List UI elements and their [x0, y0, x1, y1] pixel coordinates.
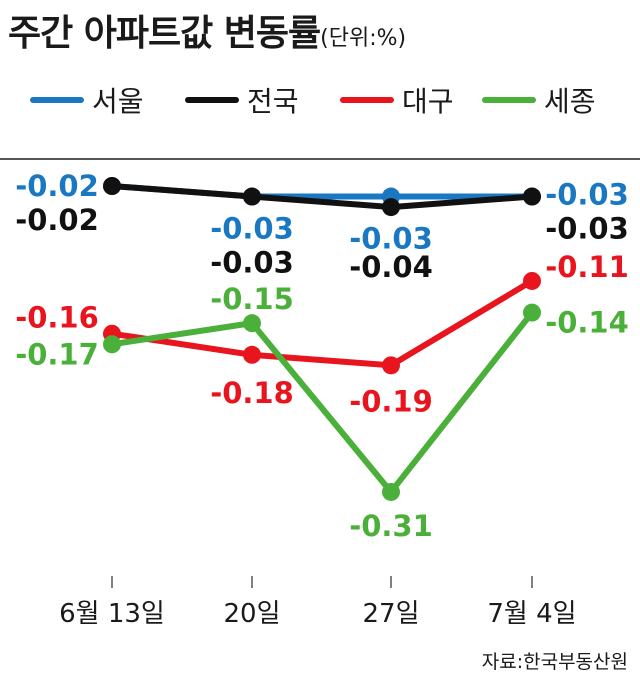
- point-daegu-1: [243, 345, 261, 364]
- chart-title: 주간 아파트값 변동률: [8, 13, 321, 54]
- point-daegu-2: [382, 356, 400, 375]
- legend-item-seoul: 서울: [30, 80, 144, 120]
- point-national-3: [523, 187, 541, 206]
- data-label-national-1: -0.03: [210, 246, 294, 280]
- legend-divider: [0, 158, 640, 160]
- point-national-2: [382, 198, 400, 217]
- data-label-seoul-3: -0.03: [545, 178, 629, 212]
- series-line-sejong: [109, 309, 535, 495]
- series-line-daegu: [109, 277, 535, 369]
- legend-label-seoul: 서울: [92, 85, 144, 118]
- data-label-national-3: -0.03: [545, 212, 629, 246]
- series-line-national: [109, 183, 535, 211]
- point-sejong-1: [243, 314, 261, 333]
- legend-swatch-daegu: [340, 97, 394, 103]
- x-tick-label-1: 20일: [223, 599, 280, 629]
- source-note: 자료:한국부동산원: [481, 651, 628, 673]
- legend-item-daegu: 대구: [340, 80, 454, 120]
- data-label-sejong-3: -0.14: [545, 306, 629, 340]
- data-label-daegu-3: -0.11: [545, 250, 629, 284]
- point-national-1: [243, 187, 261, 206]
- data-label-sejong-1: -0.15: [210, 282, 294, 316]
- data-label-seoul-2: -0.03: [349, 222, 433, 256]
- data-label-daegu-2: -0.19: [349, 384, 433, 418]
- data-label-national-0: -0.02: [15, 203, 99, 237]
- chart-unit: (단위:%): [320, 26, 407, 51]
- legend-item-sejong: 세종: [482, 80, 596, 120]
- legend: 서울 전국 대구 세종: [0, 80, 640, 120]
- point-daegu-3: [523, 271, 541, 290]
- point-sejong-0: [103, 335, 121, 354]
- x-tick-label-2: 27일: [362, 599, 419, 629]
- legend-item-national: 전국: [185, 80, 299, 120]
- legend-swatch-sejong: [482, 97, 536, 103]
- legend-label-national: 전국: [247, 85, 299, 118]
- legend-label-sejong: 세종: [544, 85, 596, 118]
- data-label-seoul-0: -0.02: [15, 169, 99, 203]
- legend-swatch-seoul: [30, 97, 84, 103]
- data-label-sejong-2: -0.31: [349, 509, 433, 543]
- data-label-sejong-0: -0.17: [15, 337, 99, 371]
- x-tick-label-3: 7월 4일: [487, 599, 576, 629]
- point-sejong-2: [382, 482, 400, 501]
- point-sejong-3: [523, 303, 541, 322]
- legend-swatch-national: [185, 97, 239, 103]
- data-label-daegu-1: -0.18: [210, 376, 294, 410]
- x-tick-label-0: 6월 13일: [59, 599, 165, 629]
- point-national-0: [103, 177, 121, 195]
- data-label-seoul-1: -0.03: [210, 212, 294, 246]
- legend-label-daegu: 대구: [402, 85, 454, 118]
- data-label-daegu-0: -0.16: [15, 301, 99, 335]
- chart-title-block: 주간 아파트값 변동률(단위:%): [8, 4, 406, 56]
- data-label-national-2: -0.04: [349, 250, 433, 284]
